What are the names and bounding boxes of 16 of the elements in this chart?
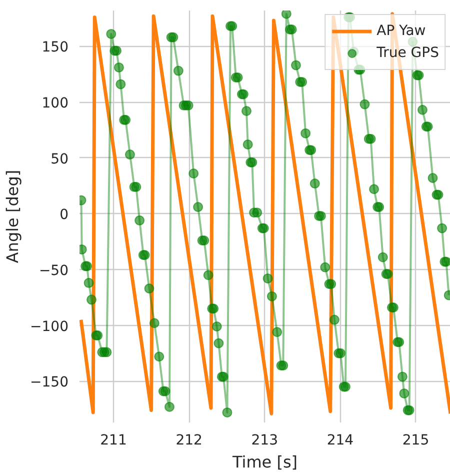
x-tick-label: 215	[402, 432, 430, 448]
legend-label: AP Yaw	[376, 23, 426, 39]
y-tick-label: 50	[50, 151, 69, 168]
legend-label: True GPS	[376, 45, 439, 61]
y-tick-label: −100	[30, 318, 68, 335]
x-tick-label: 212	[176, 432, 202, 448]
y-tick-label: 100	[42, 96, 69, 112]
x-tick-label: 211	[100, 432, 127, 448]
y-axis-title: Angle [deg]	[3, 170, 22, 264]
x-tick-label: 214	[326, 432, 354, 448]
y-tick-label: 150	[42, 40, 69, 56]
x-axis-title: Time [s]	[231, 452, 298, 472]
y-tick-label: 0	[60, 207, 69, 224]
y-tick-label: −150	[30, 374, 68, 391]
x-tick-label: 213	[251, 432, 278, 448]
y-tick-label: −50	[38, 263, 68, 280]
